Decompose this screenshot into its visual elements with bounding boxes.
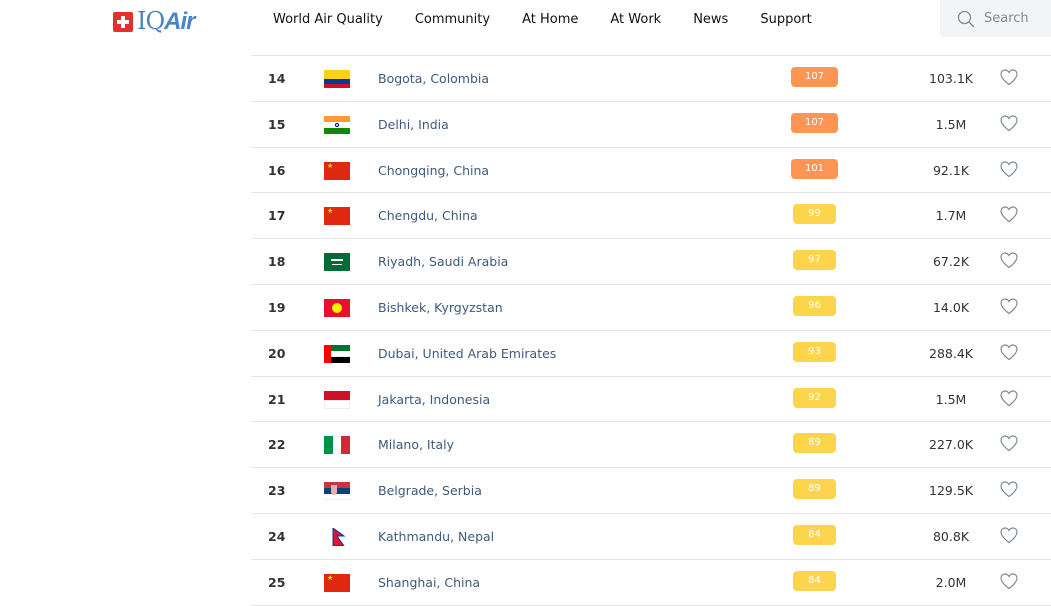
heart-icon[interactable] — [1000, 527, 1018, 547]
table-row: 22 Milano, Italy 89 227.0K — [251, 422, 1051, 469]
followers-count: 103.1K — [929, 71, 973, 86]
table-row: 14 Bogota, Colombia 107 103.1K — [251, 56, 1051, 102]
flag-indonesia-icon — [324, 390, 350, 409]
logo-text: IQAir — [137, 7, 196, 35]
nav-world-air-quality[interactable]: World Air Quality — [273, 12, 383, 27]
city-link[interactable]: Chongqing, China — [378, 162, 490, 178]
flag-saudi-icon — [324, 253, 350, 272]
heart-icon[interactable] — [1000, 389, 1018, 410]
heart-icon[interactable] — [1000, 435, 1018, 455]
heart-icon[interactable] — [1000, 481, 1018, 501]
heart-icon[interactable] — [1000, 298, 1018, 318]
table-row: 15 Delhi, India 107 1.5M — [251, 102, 1051, 148]
followers-count: 14.0K — [932, 299, 970, 315]
followers-count: 80.8K — [932, 528, 970, 544]
nav-at-work[interactable]: At Work — [610, 12, 662, 27]
nav-news[interactable]: News — [693, 12, 729, 27]
aqi-badge: 96 — [793, 295, 836, 316]
aqi-badge: 84 — [793, 524, 836, 545]
rank: 22 — [268, 437, 286, 453]
city-ranking-table: 14 Bogota, Colombia 107 103.1K 15 Delhi,… — [251, 55, 1051, 606]
heart-icon[interactable] — [1000, 573, 1018, 593]
city-link[interactable]: Shanghai, China — [378, 574, 481, 590]
rank: 20 — [268, 345, 286, 361]
flag-nepal-icon — [324, 527, 350, 546]
table-row: 25 ★ Shanghai, China 84 2.0M — [251, 560, 1051, 606]
table-row: 24 Kathmandu, Nepal 84 80.8K — [251, 514, 1051, 560]
flag-uae-icon — [324, 344, 350, 363]
city-link[interactable]: Delhi, India — [378, 116, 449, 132]
heart-icon[interactable] — [1000, 69, 1018, 89]
rank: 25 — [268, 574, 286, 590]
rank: 15 — [268, 116, 286, 132]
aqi-badge: 107 — [791, 112, 838, 133]
nav-support[interactable]: Support — [760, 12, 812, 27]
table-row: 19 Bishkek, Kyrgyzstan 96 14.0K — [251, 285, 1051, 331]
rank: 24 — [268, 528, 286, 544]
followers-count: 92.1K — [932, 162, 970, 178]
aqi-badge: 89 — [793, 479, 836, 500]
aqi-badge: 89 — [793, 433, 836, 454]
flag-colombia-icon — [324, 70, 350, 88]
table-row: 21 Jakarta, Indonesia 92 1.5M — [251, 377, 1051, 423]
heart-icon[interactable] — [1000, 252, 1018, 272]
city-link[interactable]: Chengdu, China — [378, 208, 478, 224]
aqi-badge: 93 — [793, 341, 836, 362]
aqi-badge: 107 — [791, 67, 838, 87]
followers-count: 129.5K — [929, 483, 973, 499]
followers-count: 2.0M — [935, 574, 967, 590]
city-link[interactable]: Riyadh, Saudi Arabia — [378, 254, 509, 270]
city-link[interactable]: Bishkek, Kyrgyzstan — [378, 299, 503, 315]
flag-china-icon: ★ — [324, 207, 350, 226]
city-link[interactable]: Dubai, United Arab Emirates — [378, 345, 557, 361]
rank: 19 — [268, 299, 286, 315]
main-nav: World Air Quality Community At Home At W… — [273, 12, 812, 27]
rank: 18 — [268, 254, 286, 270]
flag-china-icon: ★ — [324, 573, 350, 592]
city-link[interactable]: Kathmandu, Nepal — [378, 528, 495, 544]
search-placeholder: Search — [984, 11, 1029, 26]
heart-icon[interactable] — [1000, 344, 1018, 364]
city-link[interactable]: Bogota, Colombia — [378, 71, 490, 86]
followers-count: 1.5M — [935, 391, 967, 407]
aqi-badge: 97 — [793, 250, 836, 271]
aqi-badge: 84 — [793, 570, 836, 591]
flag-serbia-icon — [324, 482, 350, 501]
table-row: 17 ★ Chengdu, China 99 1.7M — [251, 193, 1051, 240]
followers-count: 227.0K — [929, 437, 973, 453]
rank: 23 — [268, 483, 286, 499]
heart-icon[interactable] — [1000, 206, 1018, 226]
city-link[interactable]: Milano, Italy — [378, 437, 455, 453]
aqi-badge: 99 — [793, 204, 836, 225]
search-icon — [957, 10, 975, 27]
table-row: 18 Riyadh, Saudi Arabia 97 67.2K — [251, 239, 1051, 285]
rank: 17 — [268, 208, 286, 224]
followers-count: 1.7M — [935, 208, 967, 224]
aqi-badge: 101 — [791, 158, 838, 179]
flag-india-icon — [324, 115, 350, 134]
city-link[interactable]: Jakarta, Indonesia — [378, 391, 491, 407]
city-link[interactable]: Belgrade, Serbia — [378, 483, 482, 499]
flag-china-icon: ★ — [324, 161, 350, 180]
table-row: 20 Dubai, United Arab Emirates 93 288.4K — [251, 331, 1051, 377]
flag-kyrgyz-icon — [324, 298, 350, 317]
rank: 16 — [268, 162, 286, 178]
rank: 14 — [268, 71, 286, 86]
followers-count: 288.4K — [929, 345, 973, 361]
nav-at-home[interactable]: At Home — [522, 12, 579, 27]
rank: 21 — [268, 391, 286, 407]
table-row: 16 ★ Chongqing, China 101 92.1K — [251, 148, 1051, 194]
aqi-badge: 92 — [793, 387, 836, 408]
table-row: 23 Belgrade, Serbia 89 129.5K — [251, 468, 1051, 514]
followers-count: 67.2K — [932, 254, 970, 270]
nav-community[interactable]: Community — [414, 12, 491, 27]
swiss-cross-icon — [113, 11, 133, 32]
search-input[interactable]: Search — [940, 0, 1051, 37]
followers-count: 1.5M — [935, 116, 967, 132]
flag-italy-icon — [324, 436, 350, 455]
heart-icon[interactable] — [1000, 160, 1018, 181]
heart-icon[interactable] — [1000, 115, 1018, 135]
iqair-logo[interactable]: IQAir — [113, 7, 196, 36]
